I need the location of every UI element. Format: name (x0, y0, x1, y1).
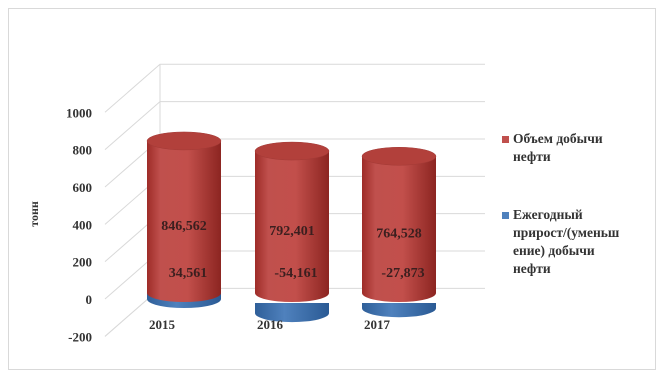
x-axis-ticks: 2015 2016 2017 (149, 317, 391, 332)
bar-volume-2017 (362, 156, 436, 302)
y-tick-label: 1000 (66, 105, 92, 120)
grid-line (104, 63, 485, 113)
bars: 846,562 34,561 792,401 -54,161 764,528 -27,87… (146, 131, 437, 323)
bar-group-2017: 764,528 -27,873 (361, 147, 437, 318)
x-tick-label: 2017 (364, 317, 391, 332)
bar-volume-top-2015 (146, 131, 222, 151)
y-tick-label: 800 (73, 143, 93, 158)
x-tick-label: 2015 (149, 317, 176, 332)
legend-line: нефти (513, 261, 551, 276)
legend-swatch-blue (502, 212, 509, 219)
data-label-volume: 792,401 (269, 224, 315, 239)
y-axis-label: тонн (27, 201, 41, 227)
data-label-volume: 764,528 (376, 227, 422, 242)
legend-label-change: Ежегодный прирост/(уменьш ение) добычи н… (513, 206, 619, 278)
data-label-change: -27,873 (381, 266, 424, 281)
bar-volume-2015 (147, 140, 221, 302)
legend-line: нефти (513, 149, 551, 164)
legend-item-change: Ежегодный прирост/(уменьш ение) добычи н… (502, 206, 619, 278)
bar-group-2016: 792,401 -54,161 (254, 141, 330, 323)
y-tick-label: 400 (73, 217, 93, 232)
x-tick-label: 2016 (257, 317, 284, 332)
y-tick-label: -200 (68, 329, 92, 344)
legend-line: Ежегодный (513, 207, 583, 222)
legend-line: ение) добычи (513, 243, 595, 258)
bar-volume-top-2016 (254, 141, 330, 161)
data-label-change: -54,161 (274, 266, 317, 281)
y-axis-ticks: 1000 800 600 400 200 0 -200 (66, 105, 92, 344)
legend-label-volume: Объем добычи нефти (513, 130, 603, 166)
legend-line: Объем добычи (513, 131, 603, 146)
bar-volume-top-2017 (361, 147, 437, 166)
bar-change-2016 (255, 303, 329, 323)
y-tick-label: 200 (73, 255, 93, 270)
bar-volume-2016 (255, 151, 329, 302)
y-tick-label: 600 (73, 180, 93, 195)
data-label-volume: 846,562 (161, 219, 207, 234)
bar-group-2015: 846,562 34,561 (146, 131, 222, 308)
data-label-change: 34,561 (169, 266, 208, 281)
legend-swatch-red (502, 136, 509, 143)
bar-change-2017 (362, 303, 436, 318)
legend-item-volume: Объем добычи нефти (502, 130, 603, 166)
y-tick-label: 0 (86, 292, 93, 307)
chart-frame (8, 8, 656, 370)
legend-line: прирост/(уменьш (513, 225, 620, 240)
